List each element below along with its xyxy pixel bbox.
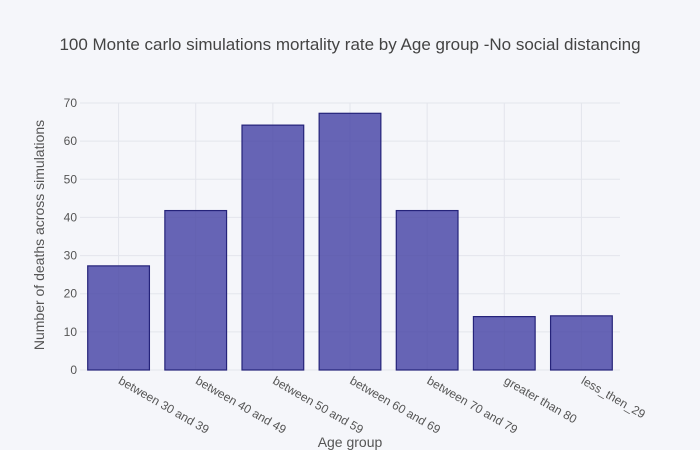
y-tick-label: 10 xyxy=(64,325,78,339)
bar[interactable] xyxy=(87,265,151,371)
y-axis-label: Number of deaths across simulations xyxy=(31,120,47,350)
x-axis-label: Age group xyxy=(318,434,383,450)
y-tick-label: 30 xyxy=(64,249,78,263)
bar[interactable] xyxy=(164,209,228,371)
y-tick-label: 20 xyxy=(64,287,78,301)
bar[interactable] xyxy=(395,209,459,371)
bars-group xyxy=(87,112,613,371)
bar[interactable] xyxy=(318,112,382,371)
y-tick-label: 40 xyxy=(64,210,78,224)
x-tick-label: greater than 80 xyxy=(502,373,580,426)
y-tick-label: 60 xyxy=(64,134,78,148)
y-tick-label: 70 xyxy=(64,96,78,110)
bar[interactable] xyxy=(241,124,305,371)
x-tick-label: less_then_29 xyxy=(579,373,648,421)
y-tick-labels: 0 10 20 30 40 50 60 70 xyxy=(64,96,78,377)
bar[interactable] xyxy=(549,315,613,371)
chart-title: 100 Monte carlo simulations mortality ra… xyxy=(59,35,640,54)
y-tick-label: 50 xyxy=(64,172,78,186)
bar[interactable] xyxy=(472,316,536,371)
y-tick-label: 0 xyxy=(70,363,77,377)
